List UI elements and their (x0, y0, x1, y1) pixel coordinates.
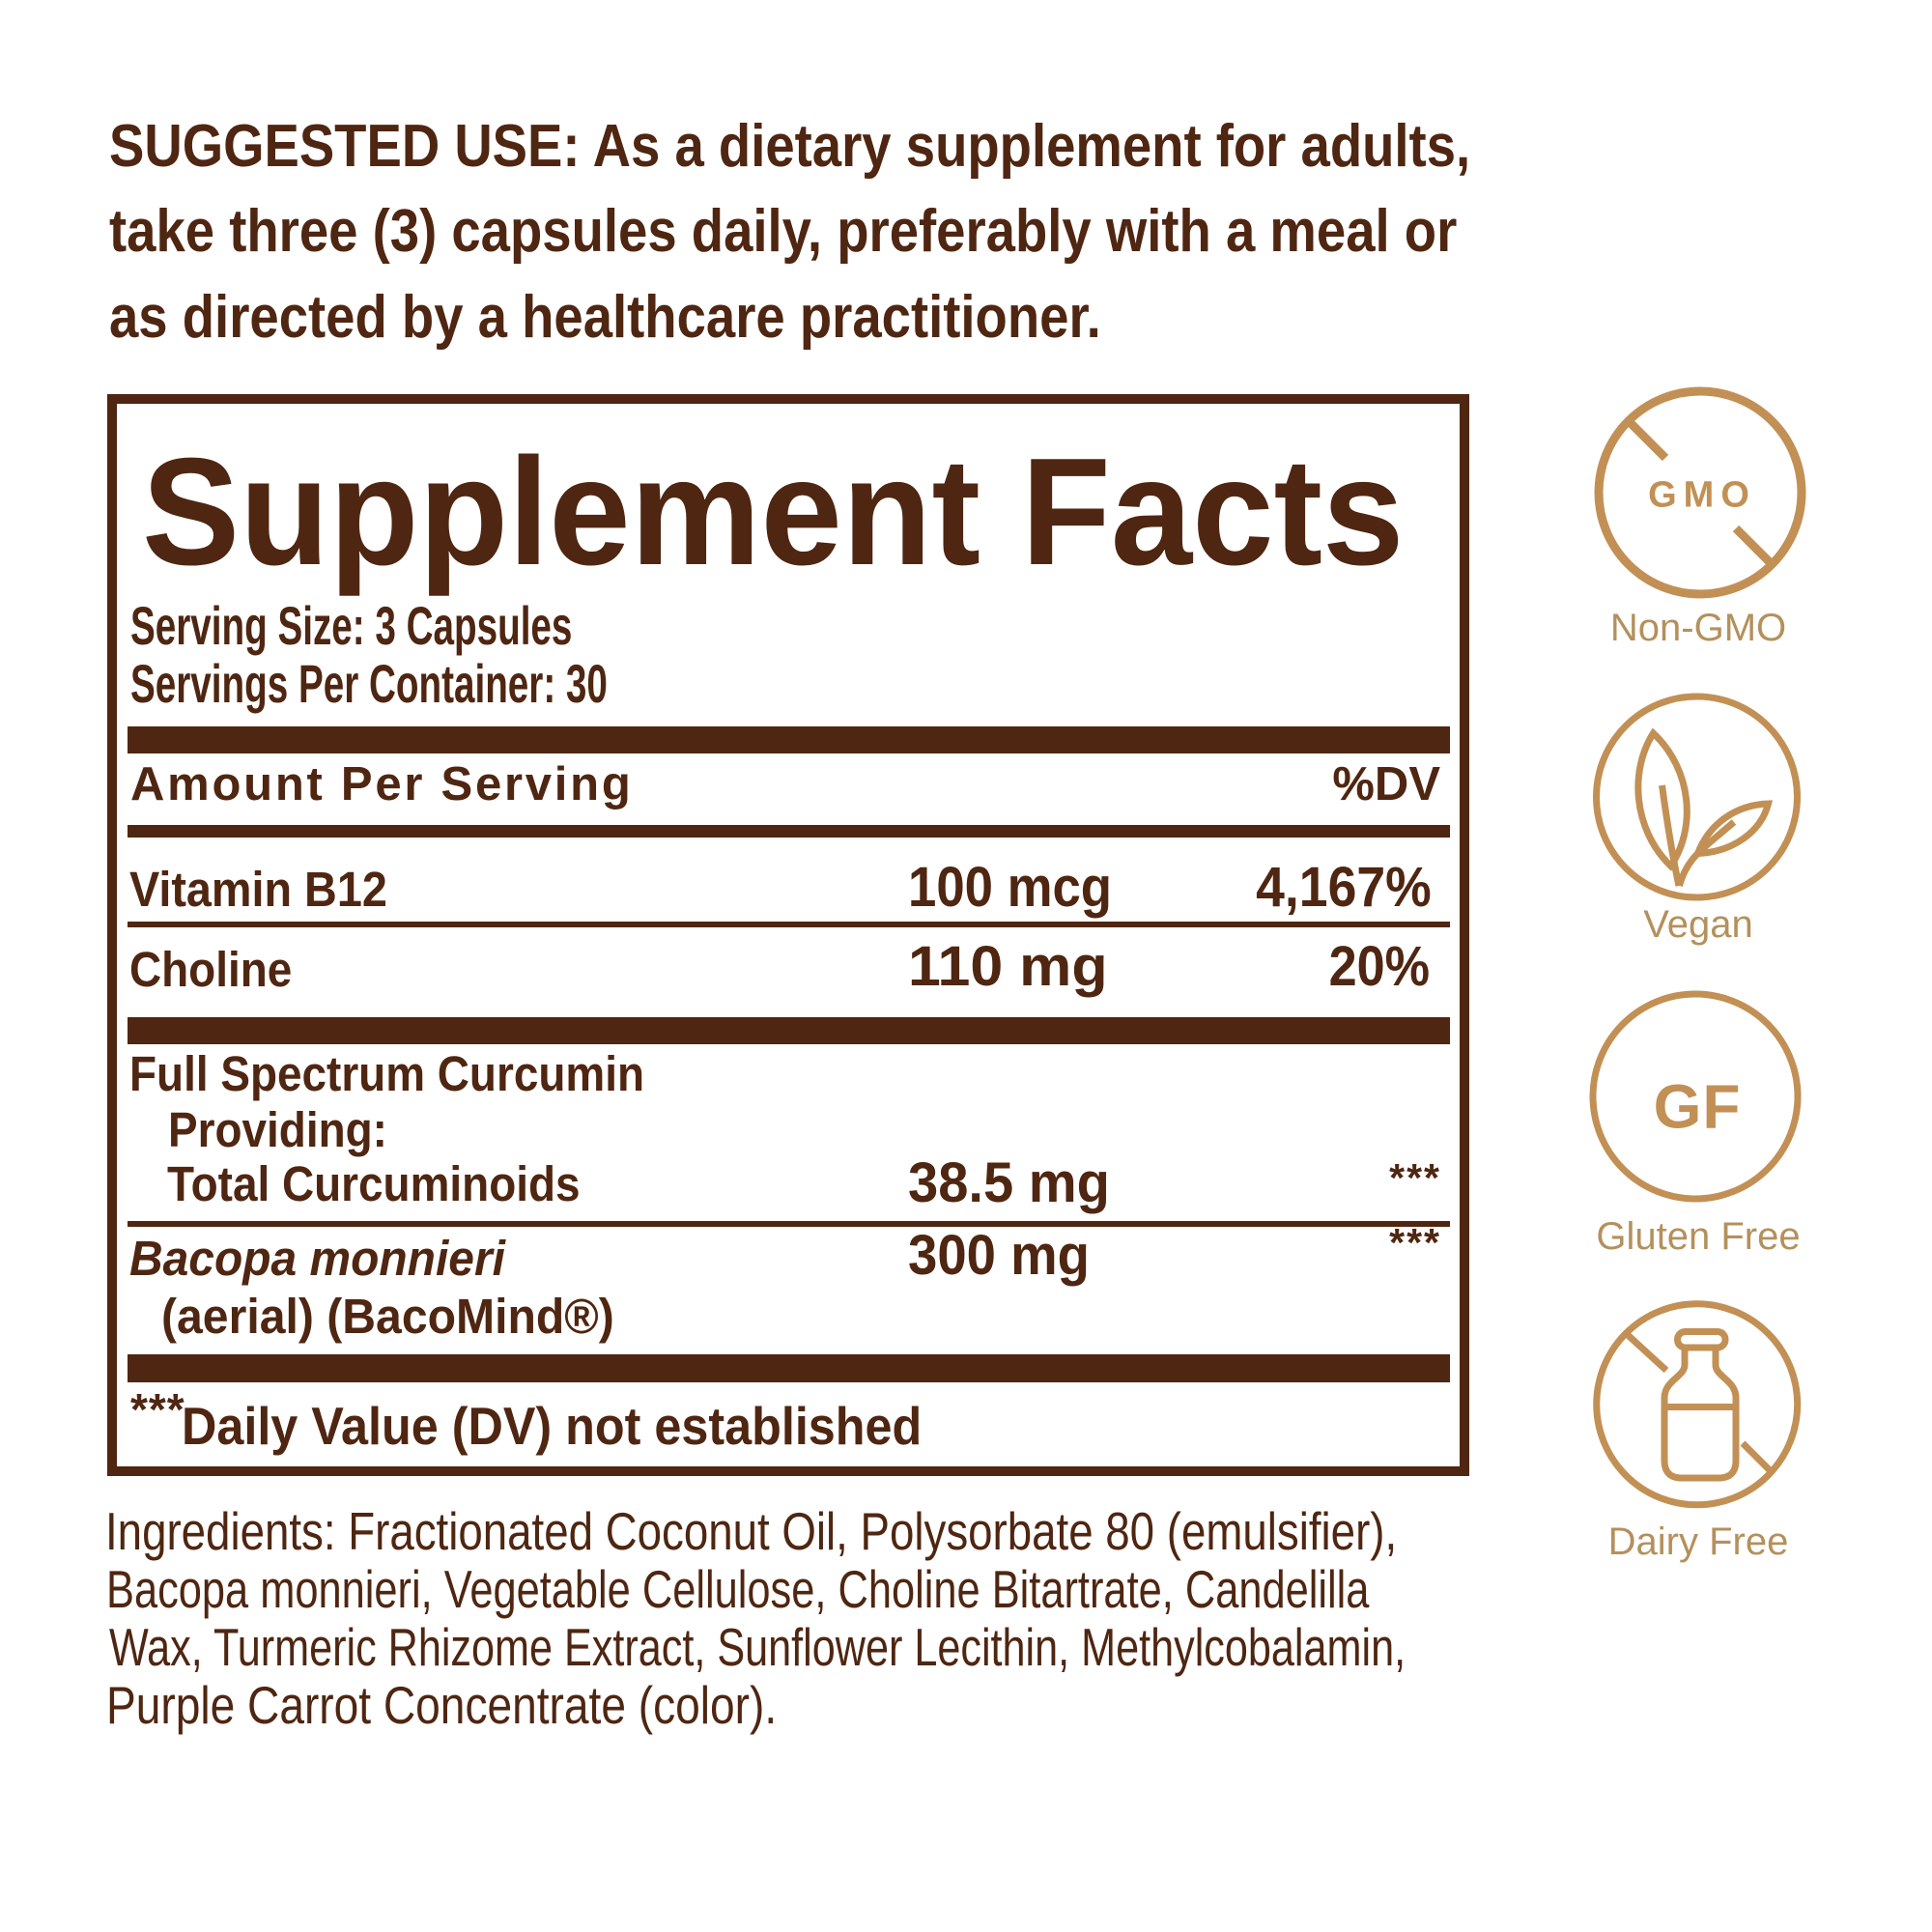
svg-text:GMO: GMO (1648, 475, 1756, 516)
svg-text:GF: GF (1654, 1071, 1742, 1141)
